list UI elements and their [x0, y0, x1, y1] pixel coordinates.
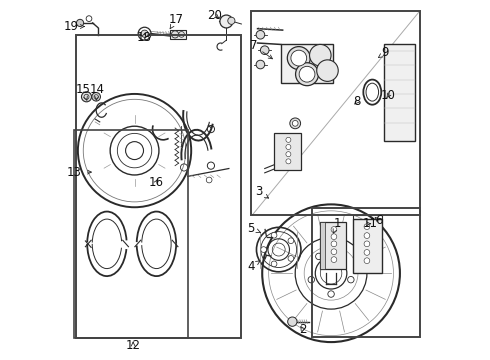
Text: 17: 17 — [169, 13, 184, 29]
Circle shape — [347, 276, 354, 283]
Bar — [320, 222, 346, 269]
Text: 1: 1 — [333, 217, 341, 233]
Bar — [353, 220, 382, 273]
Circle shape — [288, 317, 297, 326]
Bar — [251, 11, 420, 215]
Circle shape — [141, 30, 148, 37]
Circle shape — [331, 226, 337, 232]
Bar — [74, 130, 188, 338]
Circle shape — [308, 276, 315, 283]
Circle shape — [286, 144, 291, 149]
Text: 3: 3 — [255, 185, 269, 198]
Text: 16: 16 — [148, 176, 164, 189]
Text: 6: 6 — [375, 214, 382, 227]
Circle shape — [286, 137, 291, 142]
Circle shape — [172, 31, 179, 38]
Text: 7: 7 — [250, 39, 272, 59]
Circle shape — [261, 247, 267, 252]
Text: 20: 20 — [207, 9, 222, 22]
Bar — [281, 44, 333, 83]
Circle shape — [364, 224, 370, 229]
Circle shape — [288, 256, 294, 261]
Circle shape — [364, 233, 370, 238]
Circle shape — [256, 60, 265, 69]
Bar — [320, 222, 325, 269]
Circle shape — [316, 253, 322, 260]
Circle shape — [331, 241, 337, 247]
Circle shape — [331, 257, 337, 262]
Circle shape — [228, 17, 235, 24]
Bar — [274, 133, 301, 170]
Text: 12: 12 — [125, 339, 141, 352]
Circle shape — [286, 152, 291, 157]
Circle shape — [287, 46, 310, 69]
Circle shape — [271, 261, 277, 267]
Circle shape — [256, 31, 265, 39]
Text: 19: 19 — [64, 20, 84, 33]
Circle shape — [364, 249, 370, 255]
Text: 2: 2 — [299, 323, 307, 336]
Text: 5: 5 — [247, 222, 260, 235]
Circle shape — [293, 121, 298, 126]
Text: 11: 11 — [363, 217, 378, 230]
Circle shape — [271, 232, 277, 238]
Bar — [170, 30, 186, 39]
Circle shape — [92, 93, 100, 101]
Text: 14: 14 — [90, 83, 105, 100]
Circle shape — [76, 19, 84, 27]
Circle shape — [260, 46, 269, 54]
Circle shape — [81, 92, 92, 102]
Bar — [76, 35, 242, 338]
Circle shape — [331, 234, 337, 239]
Circle shape — [179, 32, 184, 37]
Text: 18: 18 — [136, 31, 151, 44]
Circle shape — [291, 50, 307, 66]
Circle shape — [340, 253, 346, 260]
Bar — [313, 208, 420, 337]
Circle shape — [328, 291, 334, 297]
Circle shape — [299, 66, 315, 82]
Circle shape — [364, 258, 370, 264]
Bar — [384, 44, 415, 140]
Circle shape — [364, 241, 370, 247]
Circle shape — [286, 159, 291, 164]
Text: 15: 15 — [75, 83, 90, 100]
Circle shape — [317, 60, 338, 81]
Circle shape — [288, 238, 294, 244]
Text: 13: 13 — [67, 166, 92, 179]
Circle shape — [331, 249, 337, 255]
Text: 8: 8 — [353, 95, 361, 108]
Circle shape — [295, 63, 318, 86]
Circle shape — [220, 15, 233, 28]
Circle shape — [290, 118, 300, 129]
Text: 9: 9 — [378, 46, 389, 59]
Text: 10: 10 — [381, 89, 395, 102]
Text: 4: 4 — [247, 260, 260, 273]
Circle shape — [310, 44, 331, 66]
